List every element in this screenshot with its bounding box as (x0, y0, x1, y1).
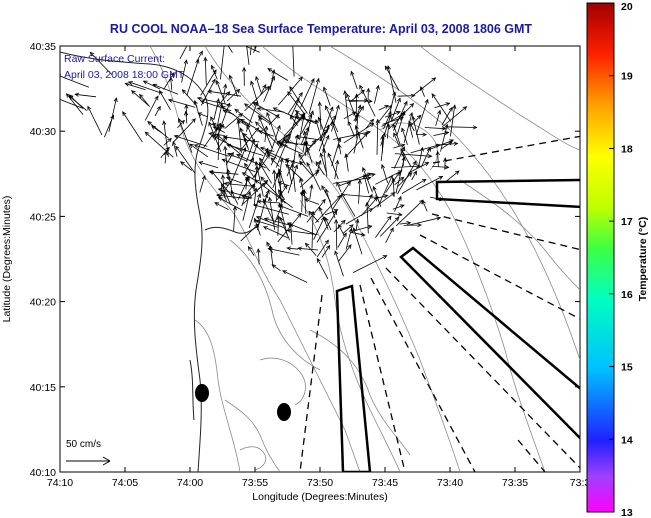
x-tick-label: 73:55 (242, 477, 268, 489)
x-axis: 74:10 74:05 74:00 73:55 73:50 73:45 73:40 73:35… (47, 46, 591, 489)
lane-boundary (370, 277, 476, 472)
buoy-marker (277, 403, 291, 421)
y-axis-label: Latitude (Degrees:Minutes) (1, 196, 13, 323)
contour-line (229, 239, 321, 371)
lane-polygon (435, 178, 580, 209)
x-tick-label: 73:35 (502, 477, 528, 489)
contour-line (419, 46, 580, 151)
y-tick-label: 40:15 (30, 382, 56, 394)
lane-boundary (431, 213, 580, 251)
colorbar-ticks: 20 19 18 17 16 15 14 13 (609, 1, 633, 518)
coast-line (189, 359, 195, 421)
contour-line (239, 446, 267, 471)
lane-boundary (432, 135, 580, 164)
x-axis-label: Longitude (Degrees:Minutes) (252, 491, 387, 503)
contour-line (261, 46, 546, 472)
contour-line (149, 46, 361, 472)
lane-polygon (399, 246, 580, 440)
colorbar-tick-label: 13 (621, 507, 633, 518)
annotation-line1: Raw Surface Current: (64, 53, 165, 65)
y-tick-label: 40:25 (30, 211, 56, 223)
lane-boundary (299, 294, 323, 472)
colorbar-tick-label: 18 (621, 143, 633, 155)
bathymetry-contours (149, 46, 580, 472)
colorbar-tick-label: 20 (621, 1, 633, 13)
y-axis: 40:35 40:30 40:25 40:20 40:15 40:10 (30, 41, 580, 479)
x-tick-label: 74:00 (177, 477, 203, 489)
lane-boundary (385, 267, 580, 469)
annotation-line2: April 03, 2008 18:00 GMT (64, 69, 185, 81)
x-tick-label: 73:50 (307, 477, 333, 489)
x-tick-label: 73:45 (372, 477, 398, 489)
scale-arrow (66, 456, 111, 466)
colorbar-tick-label: 17 (621, 216, 633, 228)
x-tick-label: 74:05 (112, 477, 138, 489)
map-content (60, 46, 580, 472)
temperature-colorbar (586, 2, 615, 513)
colorbar-tick-label: 19 (621, 71, 633, 83)
lane-boundary (359, 284, 406, 472)
contour-line (379, 122, 438, 171)
y-tick-label: 40:10 (30, 467, 56, 479)
y-tick-label: 40:30 (30, 126, 56, 138)
y-tick-label: 40:20 (30, 297, 56, 309)
contour-line (299, 199, 401, 472)
y-tick-label: 40:35 (30, 41, 56, 53)
colorbar-tick-label: 14 (621, 434, 633, 446)
surface-current-vectors (60, 46, 478, 283)
buoy-marker (195, 384, 209, 402)
scale-label: 50 cm/s (66, 439, 101, 450)
colorbar-label: Temperature (°C) (637, 217, 649, 302)
x-tick-label: 73:3 (570, 477, 591, 489)
x-tick-label: 73:40 (437, 477, 463, 489)
map-title: RU COOL NOAA–18 Sea Surface Temperature:… (109, 22, 533, 36)
contour-line (329, 46, 580, 361)
contour-line (259, 357, 306, 406)
contour-line (194, 319, 241, 472)
x-tick-label: 74:10 (47, 477, 73, 489)
colorbar-tick-label: 15 (621, 362, 633, 374)
contour-line (224, 399, 281, 472)
lane-boundary (517, 439, 546, 472)
contour-line (309, 329, 411, 456)
contour-line (204, 46, 461, 472)
colorbar-tick-label: 16 (621, 289, 633, 301)
coast-line (60, 51, 209, 472)
lane-boundary (419, 234, 580, 320)
shipping-lanes (299, 135, 580, 472)
lane-polygon (335, 284, 372, 472)
contour-line (459, 179, 580, 291)
